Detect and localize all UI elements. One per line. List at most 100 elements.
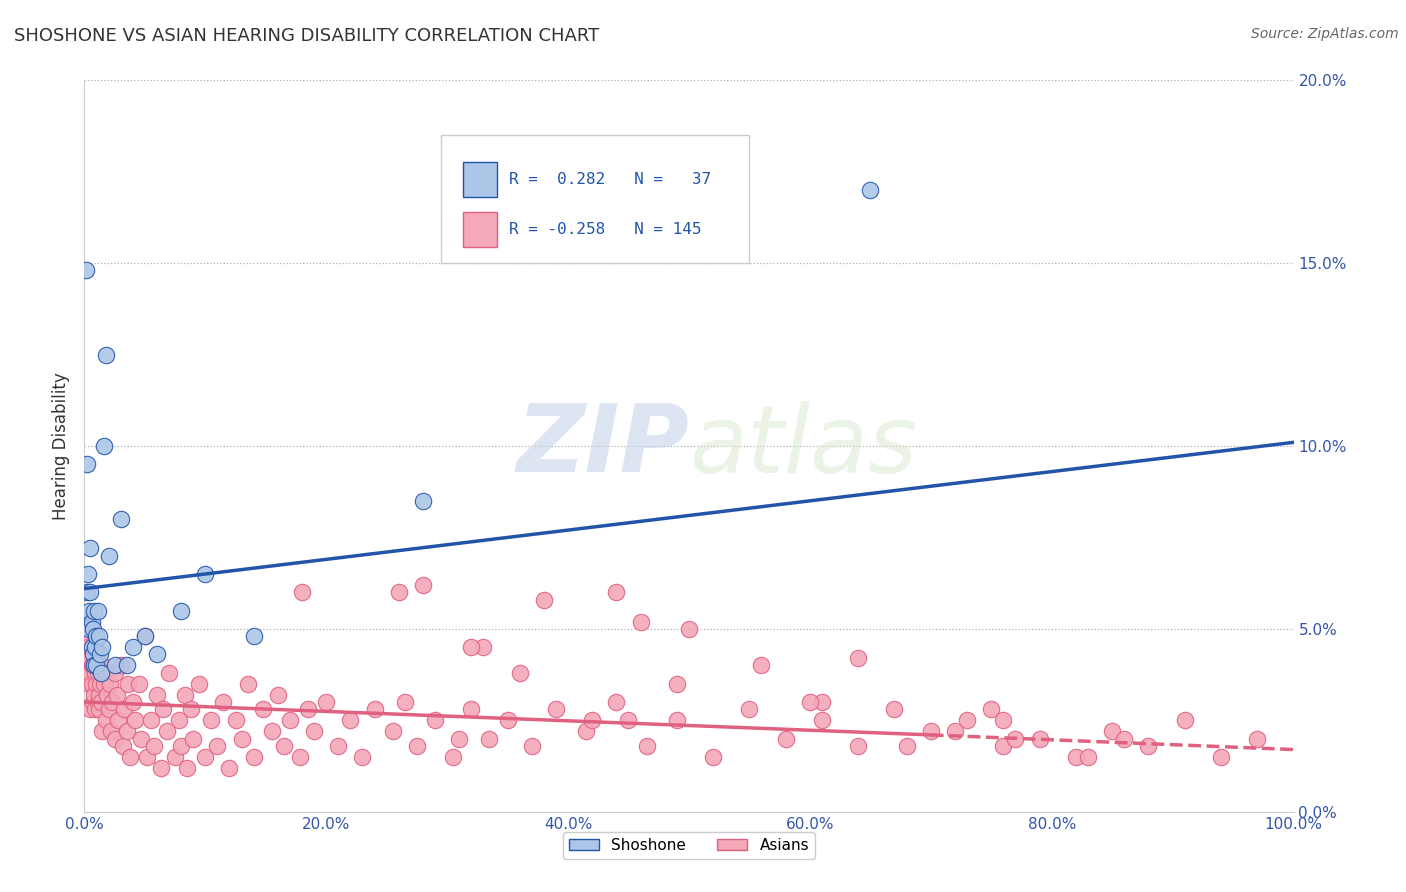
Point xyxy=(115,658,138,673)
Point xyxy=(302,724,325,739)
Point xyxy=(93,439,115,453)
Point xyxy=(86,629,108,643)
Point xyxy=(143,739,166,753)
Point xyxy=(115,724,138,739)
Point xyxy=(76,457,98,471)
Point xyxy=(472,640,495,655)
Point xyxy=(104,665,127,680)
Point xyxy=(157,665,180,680)
Point xyxy=(288,749,311,764)
Point xyxy=(79,702,101,716)
Point xyxy=(89,676,111,690)
Text: ZIP: ZIP xyxy=(516,400,689,492)
Point xyxy=(188,676,211,690)
Point xyxy=(91,658,114,673)
Point xyxy=(94,347,117,362)
Point xyxy=(77,658,100,673)
Point xyxy=(84,702,107,716)
Point xyxy=(80,676,103,690)
Point xyxy=(1246,731,1268,746)
Point xyxy=(112,702,135,716)
Point xyxy=(93,676,115,690)
Point xyxy=(702,749,724,764)
Point xyxy=(101,695,124,709)
Point xyxy=(751,658,773,673)
Point xyxy=(84,665,107,680)
Point xyxy=(980,702,1002,716)
Point xyxy=(152,702,174,716)
Point xyxy=(75,263,97,277)
Point xyxy=(77,665,100,680)
Point xyxy=(87,629,110,643)
Point xyxy=(76,585,98,599)
Point xyxy=(678,622,700,636)
Point xyxy=(146,648,169,662)
Point xyxy=(170,603,193,617)
Point xyxy=(120,749,142,764)
Point xyxy=(76,615,98,629)
Point xyxy=(218,761,240,775)
Text: R =  0.282   N =   37: R = 0.282 N = 37 xyxy=(509,172,711,186)
Point xyxy=(394,695,416,709)
Point xyxy=(79,665,101,680)
Point xyxy=(155,724,177,739)
Point xyxy=(107,714,129,728)
Point xyxy=(1077,749,1099,764)
Point xyxy=(1028,731,1050,746)
Point xyxy=(77,603,100,617)
Point xyxy=(605,585,627,599)
Point xyxy=(575,724,598,739)
Point xyxy=(139,714,162,728)
Point xyxy=(80,640,103,655)
Point xyxy=(412,578,434,592)
Point xyxy=(79,541,101,556)
Point xyxy=(943,724,966,739)
Point xyxy=(96,688,118,702)
Point xyxy=(134,629,156,643)
FancyBboxPatch shape xyxy=(441,135,749,263)
Point xyxy=(297,702,319,716)
Point xyxy=(86,665,108,680)
Point xyxy=(478,731,501,746)
Point xyxy=(77,567,100,582)
Point xyxy=(242,749,264,764)
Point xyxy=(110,512,132,526)
Point xyxy=(77,640,100,655)
Legend: Shoshone, Asians: Shoshone, Asians xyxy=(562,831,815,859)
Point xyxy=(86,658,108,673)
Point xyxy=(231,731,253,746)
Point xyxy=(509,665,531,680)
Point xyxy=(533,592,555,607)
Point xyxy=(82,658,104,673)
Point xyxy=(636,739,658,753)
Point xyxy=(165,749,187,764)
Point xyxy=(86,651,108,665)
Point xyxy=(75,665,97,680)
Point xyxy=(423,714,446,728)
Text: Source: ZipAtlas.com: Source: ZipAtlas.com xyxy=(1251,27,1399,41)
Point xyxy=(1004,731,1026,746)
Point xyxy=(112,739,135,753)
Point xyxy=(225,714,247,728)
Point xyxy=(315,695,337,709)
Point xyxy=(605,695,627,709)
Point xyxy=(181,731,204,746)
Point xyxy=(406,739,429,753)
Point xyxy=(859,183,882,197)
FancyBboxPatch shape xyxy=(463,161,496,197)
Point xyxy=(75,629,97,643)
Point xyxy=(180,702,202,716)
Point xyxy=(460,702,482,716)
Point xyxy=(77,615,100,629)
Point xyxy=(896,739,918,753)
Point xyxy=(1101,724,1123,739)
Point xyxy=(97,549,120,563)
Point xyxy=(993,714,1015,728)
Point xyxy=(98,676,121,690)
Point xyxy=(94,665,117,680)
Point xyxy=(496,714,519,728)
Point xyxy=(252,702,274,716)
Point xyxy=(87,702,110,716)
Text: atlas: atlas xyxy=(689,401,917,491)
Point xyxy=(173,688,195,702)
